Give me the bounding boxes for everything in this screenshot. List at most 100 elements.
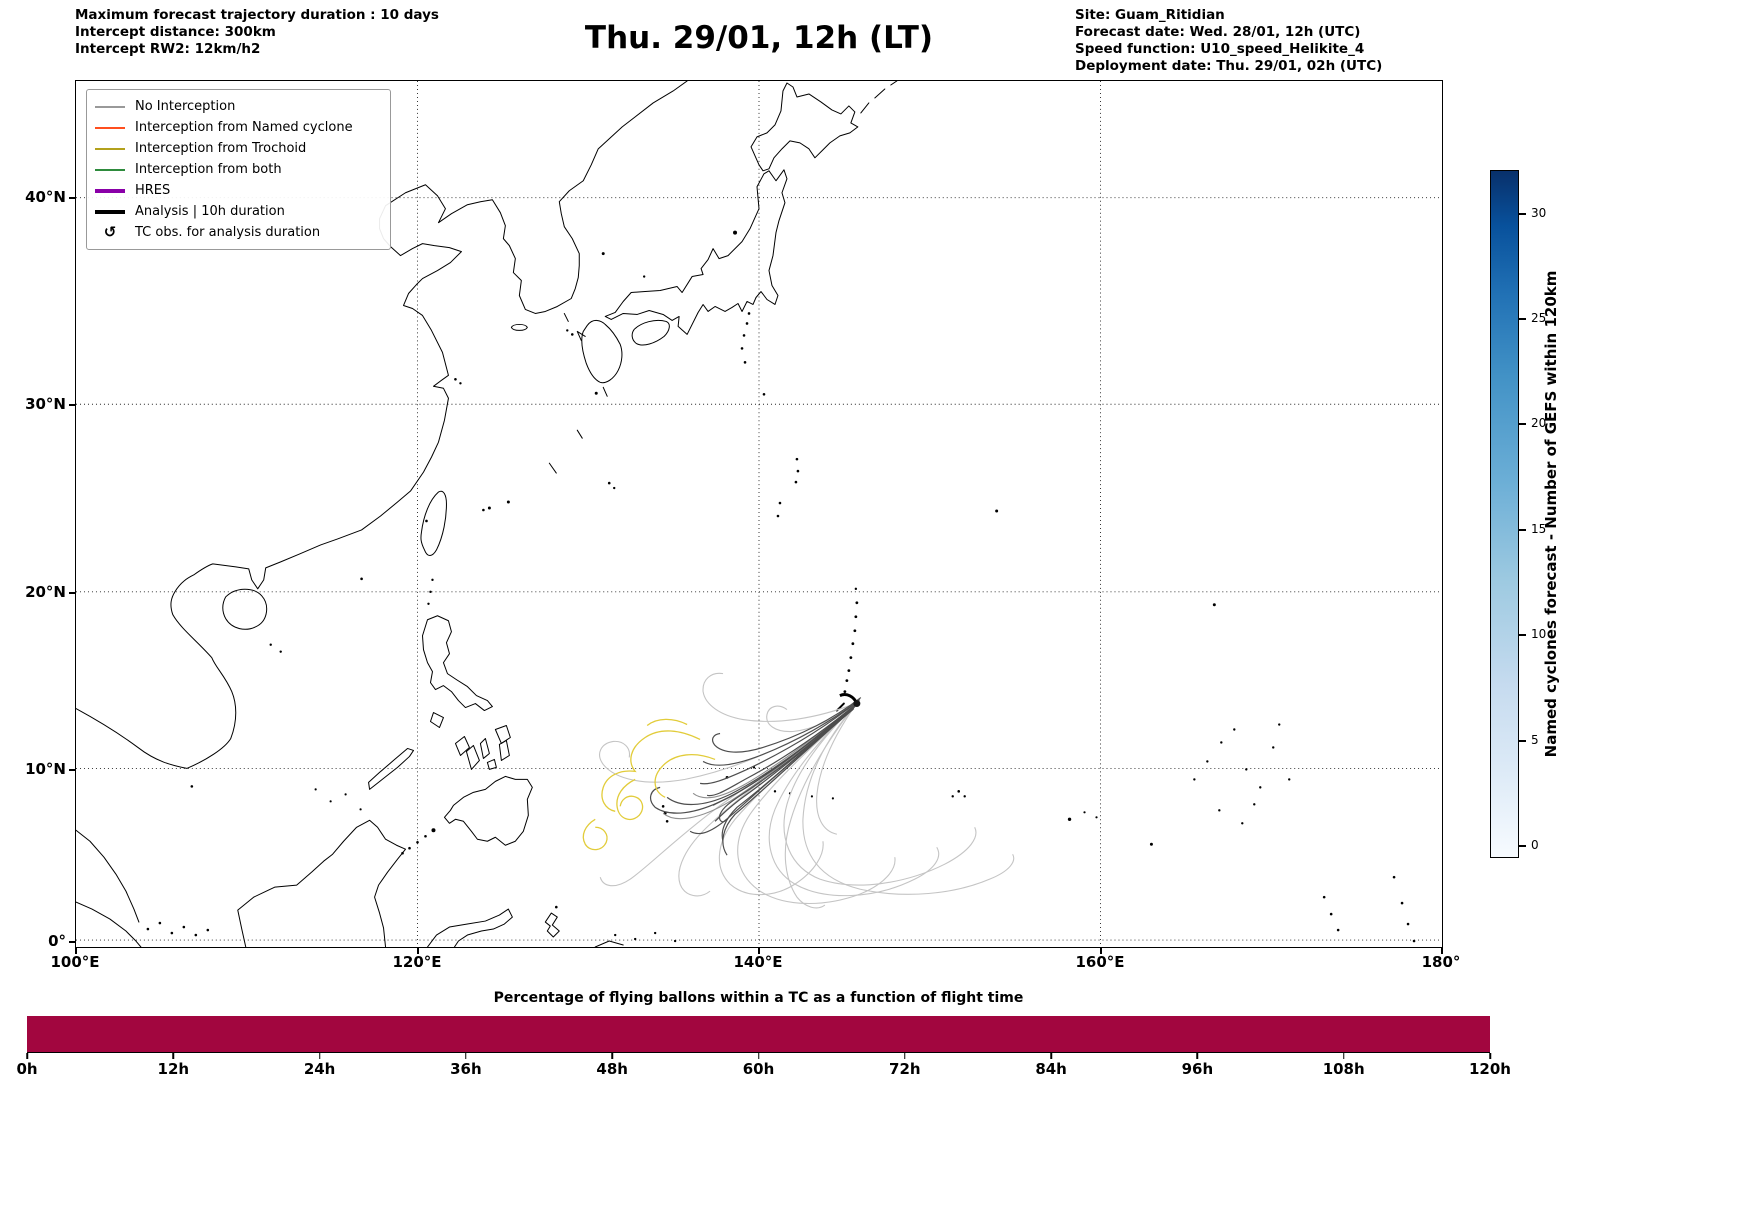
lon-tick-mark: [1441, 948, 1443, 954]
time-tick-96h: 96h: [1181, 1060, 1214, 1078]
colorbar-tick-mark: [1519, 423, 1526, 425]
time-tick-60h: 60h: [742, 1060, 775, 1078]
trajectories-no-interception-dark: [649, 697, 862, 856]
legend-label: No Interception: [135, 99, 236, 114]
time-tick-mark: [465, 1053, 467, 1059]
legend-item-trochoid: Interception from Trochoid: [93, 138, 382, 159]
map-panel: No Interception Interception from Named …: [75, 80, 1443, 948]
time-tick-24h: 24h: [303, 1060, 336, 1078]
time-tick-mark: [611, 1053, 613, 1059]
legend-label: Interception from Named cyclone: [135, 120, 353, 135]
colorbar-tick-mark: [1519, 845, 1526, 847]
lon-tick-140e: 140°E: [733, 953, 783, 971]
trajectories-no-interception-light: [599, 672, 1015, 909]
time-tick-48h: 48h: [596, 1060, 628, 1078]
time-tick-84h: 84h: [1035, 1060, 1067, 1078]
time-tick-120h: 120h: [1469, 1060, 1511, 1078]
purple-line-sample: [95, 188, 125, 193]
time-tick-mark: [172, 1053, 175, 1059]
lat-tick-10n: 10°N: [25, 760, 66, 778]
lon-tick-180: 180°: [1421, 953, 1461, 971]
colorbar-tick-mark: [1519, 740, 1526, 742]
bottom-chart: 0h 12h 24h 36h 48h 60h 72h 84h 96h 108h …: [16, 1016, 1511, 1078]
lon-tick-mark: [75, 948, 77, 954]
bottom-chart-title: Percentage of flying ballons within a TC…: [493, 990, 1024, 1006]
yellow-line-sample: [95, 147, 125, 150]
max-duration-text: Maximum forecast trajectory duration : 1…: [75, 7, 439, 23]
colorbar-tick-mark: [1519, 213, 1526, 215]
legend: No Interception Interception from Named …: [86, 89, 391, 250]
legend-label: Analysis | 10h duration: [135, 204, 285, 219]
gridlines: [76, 81, 1442, 947]
time-tick-mark: [1342, 1053, 1345, 1059]
lon-tick-100e: 100°E: [50, 953, 100, 971]
flight-time-bar: [27, 1016, 1490, 1053]
legend-item-analysis: Analysis | 10h duration: [93, 201, 382, 222]
legend-item-hres: HRES: [93, 180, 382, 201]
legend-item-no-interception: No Interception: [93, 96, 382, 117]
lat-tick-30n: 30°N: [25, 395, 66, 413]
colorbar-tick-15: 15: [1531, 522, 1547, 536]
legend-label: TC obs. for analysis duration: [135, 225, 321, 240]
lat-tick-mark: [69, 592, 75, 594]
colorbar-tick-mark: [1519, 529, 1526, 531]
colorbar-tick-mark: [1519, 318, 1526, 320]
colorbar-tick-10: 10: [1531, 627, 1547, 641]
time-tick-mark: [26, 1053, 28, 1059]
black-line-sample: [95, 209, 125, 214]
lat-tick-mark: [69, 404, 75, 406]
cyclone-obs-icon: ↺: [103, 223, 117, 241]
time-tick-36h: 36h: [450, 1060, 482, 1078]
time-tick-12h: 12h: [157, 1060, 190, 1078]
time-tick-mark: [1489, 1053, 1491, 1059]
time-tick-0h: 0h: [16, 1060, 38, 1078]
orange-line-sample: [95, 126, 125, 129]
lon-tick-160e: 160°E: [1075, 953, 1125, 971]
lat-tick-20n: 20°N: [25, 583, 66, 601]
time-tick-72h: 72h: [889, 1060, 921, 1078]
deployment-date-text: Deployment date: Thu. 29/01, 02h (UTC): [1075, 58, 1383, 74]
forecast-date-text: Forecast date: Wed. 28/01, 12h (UTC): [1075, 24, 1361, 40]
legend-label: Interception from both: [135, 162, 282, 177]
coastlines: [76, 81, 898, 947]
lat-tick-mark: [69, 197, 75, 199]
lat-tick-mark: [69, 941, 75, 943]
trajectories-trochoid: [582, 718, 716, 851]
legend-item-named-cyclone: Interception from Named cyclone: [93, 117, 382, 138]
time-tick-mark: [1050, 1053, 1052, 1059]
map-canvas: [76, 81, 1442, 947]
colorbar-tick-mark: [1519, 634, 1526, 636]
island-dots: [146, 230, 1416, 943]
lon-tick-mark: [758, 948, 760, 954]
speed-function-text: Speed function: U10_speed_Helikite_4: [1075, 41, 1365, 57]
colorbar-tick-30: 30: [1531, 206, 1547, 220]
site-info: Site: Guam_Ritidian Forecast date: Wed. …: [1075, 7, 1382, 75]
forecast-parameters: Maximum forecast trajectory duration : 1…: [75, 7, 439, 58]
time-tick-mark: [318, 1053, 321, 1059]
legend-item-both: Interception from both: [93, 159, 382, 180]
lon-tick-mark: [417, 948, 419, 954]
colorbar-tick-0: 0: [1531, 838, 1539, 852]
page-title: Thu. 29/01, 12h (LT): [584, 20, 934, 56]
green-line-sample: [95, 168, 125, 171]
colorbar-tick-25: 25: [1531, 311, 1547, 325]
time-tick-mark: [904, 1053, 906, 1059]
gray-line-sample: [95, 105, 125, 108]
lat-tick-40n: 40°N: [25, 188, 66, 206]
colorbar-tick-20: 20: [1531, 416, 1547, 430]
lat-tick-mark: [69, 769, 75, 771]
site-name-text: Site: Guam_Ritidian: [1075, 7, 1225, 23]
time-tick-mark: [757, 1053, 760, 1059]
colorbar-label: Named cyclones forecast - Number of GEFS…: [1542, 270, 1560, 758]
intercept-distance-text: Intercept distance: 300km: [75, 24, 276, 40]
time-tick-mark: [1196, 1053, 1199, 1059]
lat-tick-0: 0°: [48, 932, 66, 950]
lon-tick-mark: [1100, 948, 1102, 954]
time-tick-108h: 108h: [1322, 1060, 1365, 1078]
legend-item-tc-obs: ↺ TC obs. for analysis duration: [93, 222, 382, 243]
legend-label: HRES: [135, 183, 171, 198]
lon-tick-120e: 120°E: [392, 953, 442, 971]
intercept-rw2-text: Intercept RW2: 12km/h2: [75, 41, 261, 57]
launch-site-marker: [853, 700, 861, 708]
